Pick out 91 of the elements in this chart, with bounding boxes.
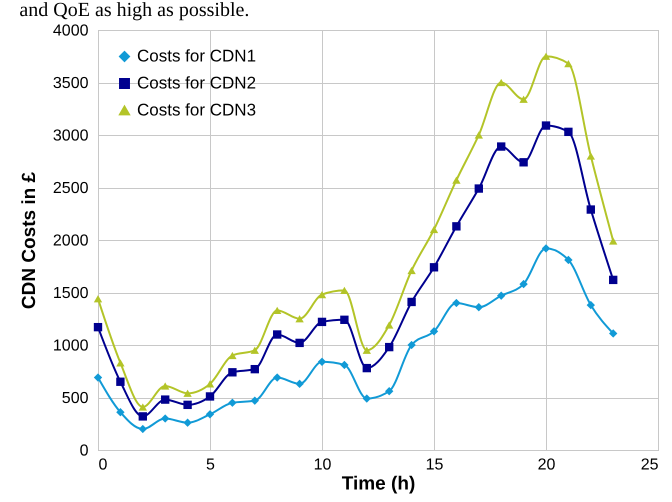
point [497, 78, 506, 86]
x-tick-label: 25 [640, 456, 659, 474]
point [385, 342, 394, 352]
point [609, 276, 618, 284]
x-tick-label: 20 [538, 456, 556, 474]
point [362, 364, 371, 372]
point [564, 128, 573, 136]
point [340, 360, 349, 370]
point [273, 330, 282, 339]
point [295, 315, 304, 322]
point [519, 280, 528, 288]
point [94, 373, 102, 382]
point [519, 158, 528, 166]
point [161, 395, 170, 404]
point [295, 380, 304, 388]
y-tick-label: 1000 [52, 338, 89, 354]
point [183, 390, 192, 397]
point [273, 306, 282, 314]
y-axis-title: CDN Costs in £ [18, 171, 40, 310]
point [430, 263, 438, 272]
point [407, 340, 416, 350]
point [586, 152, 595, 160]
point [94, 295, 102, 302]
y-tick-label: 3000 [52, 128, 89, 144]
point [497, 142, 506, 151]
point [138, 424, 147, 434]
point [161, 414, 170, 423]
point [474, 131, 483, 139]
point [295, 338, 304, 348]
point [318, 358, 326, 366]
y-tick-label: 4000 [52, 22, 89, 40]
legend-label: Costs for CDN2 [137, 74, 256, 92]
point [564, 60, 573, 68]
x-tick-label: 0 [98, 456, 108, 474]
point [250, 346, 259, 354]
text: and QoE as high as possible. [19, 0, 250, 21]
point [362, 346, 371, 354]
point [609, 329, 618, 338]
point [250, 396, 259, 405]
y-tick-label: 500 [62, 390, 89, 407]
point [116, 359, 125, 366]
point [250, 364, 259, 374]
y-tick-label: 2000 [52, 232, 89, 250]
point [430, 327, 438, 336]
point [318, 290, 326, 298]
point [138, 403, 147, 411]
x-tick-label: 5 [206, 456, 216, 474]
point [542, 244, 550, 253]
point [407, 266, 416, 274]
y-tick-label: 2500 [52, 180, 89, 197]
point [407, 298, 416, 306]
point [385, 321, 394, 329]
point [318, 318, 326, 326]
point [228, 368, 237, 376]
point [474, 303, 483, 312]
point [586, 300, 595, 310]
legend-label: Costs for CDN3 [137, 100, 256, 120]
point [452, 222, 461, 231]
point [138, 412, 147, 421]
point [206, 410, 214, 418]
point [228, 398, 237, 407]
point [609, 237, 618, 245]
y-tick-label: 0 [80, 442, 89, 460]
point [385, 387, 394, 396]
point [362, 394, 371, 403]
point [206, 392, 214, 401]
point [183, 400, 192, 410]
y-tick-label: 1500 [52, 285, 89, 302]
point [542, 121, 550, 130]
point [228, 352, 237, 360]
x-axis-title: Time (h) [342, 474, 416, 494]
point [430, 226, 438, 234]
point [452, 298, 461, 308]
point [586, 205, 595, 214]
point [273, 373, 282, 382]
point [452, 176, 461, 184]
point [116, 378, 125, 386]
point [340, 286, 349, 294]
point [564, 256, 573, 264]
legend-label: Costs for CDN1 [137, 46, 256, 66]
y-tick-label: 3500 [52, 75, 89, 92]
point [340, 316, 349, 324]
point [161, 382, 170, 390]
point [519, 96, 528, 103]
point [474, 184, 483, 193]
point [94, 322, 102, 332]
point [116, 408, 125, 416]
point [183, 418, 192, 427]
x-tick-label: 10 [314, 456, 332, 474]
point [497, 291, 506, 300]
x-tick-label: 15 [426, 456, 444, 474]
